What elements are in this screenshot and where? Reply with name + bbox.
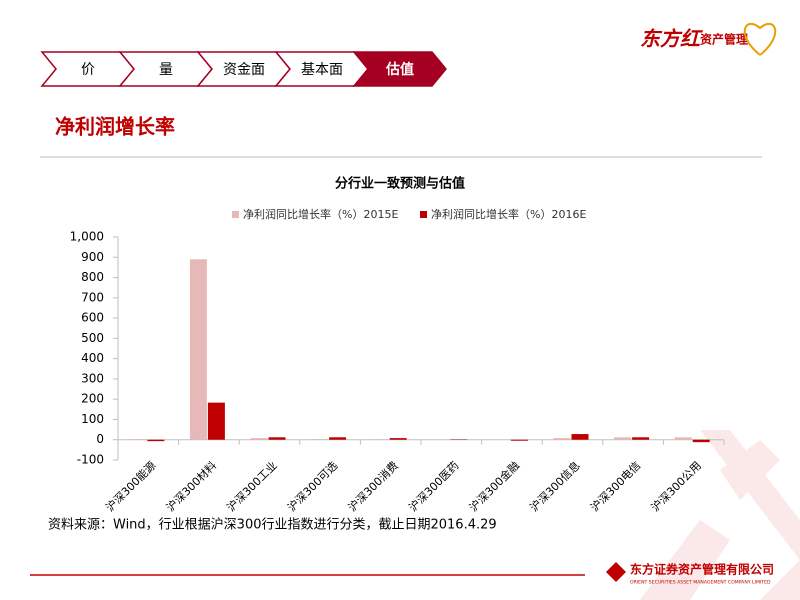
x-tick-label: 沪深300金融 (466, 458, 522, 514)
x-tick-label: 沪深300工业 (224, 458, 280, 514)
footer-company-en: ORIENT SECURITIES ASSET MANAGEMENT COMPA… (630, 580, 771, 586)
footer-company: 东方证券资产管理有限公司 (630, 562, 774, 577)
bar (129, 439, 147, 440)
legend-swatch (232, 211, 239, 218)
y-tick-label: 500 (81, 331, 104, 345)
x-tick-label: 沪深300公用 (648, 458, 704, 514)
y-tick-label: 400 (81, 351, 104, 365)
y-tick-label: 100 (81, 412, 104, 426)
y-tick-label: 300 (81, 371, 104, 385)
x-tick-label: 沪深300消费 (345, 458, 401, 514)
nav-tab (352, 51, 447, 87)
x-tick-label: 沪深300能源 (103, 458, 159, 514)
y-tick-label: 0 (96, 432, 104, 446)
bar (329, 437, 347, 440)
bar (632, 437, 650, 440)
bar (268, 437, 286, 440)
footer-logo (606, 562, 626, 582)
decor (640, 430, 800, 600)
bar (147, 439, 165, 442)
bar (389, 438, 407, 440)
bar (674, 437, 692, 440)
chart: 净利润同比增长率（%）2015E 净利润同比增长率（%）2016E -100 0 100… (70, 207, 725, 514)
y-tick-label: 900 (81, 250, 104, 264)
y-tick-label: 700 (81, 290, 104, 304)
brand-sub: 资产管理 (700, 32, 748, 47)
legend-swatch (420, 211, 427, 218)
bar (207, 402, 225, 440)
brand-heart (743, 22, 777, 56)
section-title: 净利润增长率 (55, 115, 175, 139)
y-tick-label: 1,000 (70, 230, 104, 244)
nav-tab-label: 价 (81, 62, 95, 78)
bar (311, 439, 329, 440)
nav: 价 量 资金面 基本面 估值 (40, 51, 447, 87)
bar (553, 438, 571, 440)
source: 资料来源：Wind，行业根据沪深300行业指数进行分类，截止日期2016.4.2… (48, 517, 497, 533)
legend-label: 净利润同比增长率（%）2016E (431, 207, 586, 221)
bar (510, 439, 528, 441)
x-tick-label: 沪深300医药 (406, 458, 462, 514)
x-tick-label: 沪深300材料 (163, 458, 219, 514)
nav-tab-label: 基本面 (301, 61, 343, 78)
bar (250, 438, 268, 440)
legend-label: 净利润同比增长率（%）2015E (243, 207, 398, 221)
y-tick-label: 800 (81, 270, 104, 284)
nav-tab-label: 资金面 (223, 62, 265, 78)
x-tick-label: 沪深300电信 (587, 458, 643, 514)
bar (692, 439, 710, 443)
y-tick-label: 600 (81, 311, 104, 325)
nav-tab-label: 估值 (385, 61, 414, 78)
bar (614, 437, 632, 440)
bar (571, 434, 589, 440)
nav-tab-label: 量 (159, 62, 173, 78)
y-tick-label: -100 (77, 453, 104, 467)
chart-title: 分行业一致预测与估值 (335, 176, 465, 192)
bar (189, 259, 207, 440)
x-tick-label: 沪深300可选 (284, 458, 340, 514)
brand-name: 东方红 (640, 27, 703, 51)
x-tick-label: 沪深300信息 (527, 458, 583, 514)
y-tick-label: 200 (81, 392, 104, 406)
